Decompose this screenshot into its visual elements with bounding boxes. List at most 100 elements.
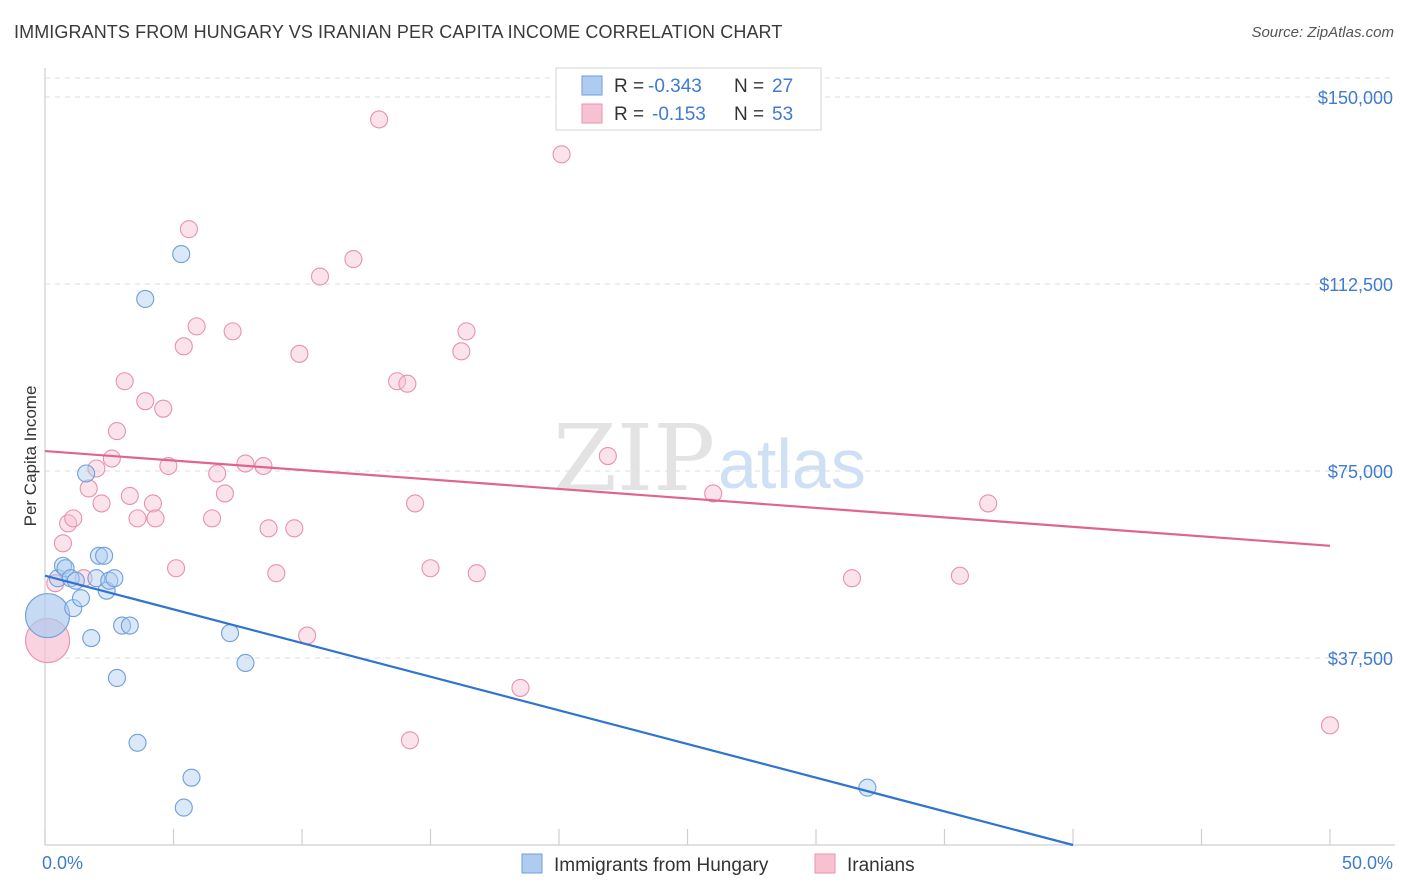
hungary-point-17 (113, 616, 132, 635)
hungary-point-21 (172, 245, 191, 264)
iranians-point-34 (310, 267, 330, 286)
iranians-point-32 (290, 344, 309, 363)
iranians-point-41 (421, 559, 440, 578)
iranians-point-22 (187, 317, 206, 336)
hungary-point-11 (89, 546, 109, 565)
legend-swatch-iranians (581, 103, 603, 124)
iranians-point-52 (1320, 716, 1340, 735)
iranians-point-10 (107, 422, 127, 441)
iranians-points (25, 110, 1340, 750)
iranians-trend-line (44, 449, 1331, 547)
iranians-point-15 (143, 494, 162, 513)
legend-n-label-iranians: N = (734, 104, 764, 125)
iranians-point-30 (267, 564, 286, 583)
iranians-point-24 (208, 464, 227, 483)
watermark-atlas: atlas (718, 425, 866, 503)
iranians-point-33 (298, 626, 317, 645)
iranians-point-2 (53, 534, 73, 553)
hungary-point-14 (100, 571, 119, 590)
chart-title: IMMIGRANTS FROM HUNGARY VS IRANIAN PER C… (14, 22, 783, 42)
iranians-point-44 (467, 564, 486, 583)
iranians-point-50 (950, 566, 969, 585)
hungary-point-15 (105, 569, 124, 588)
iranians-point-8 (92, 494, 111, 513)
legend-r-label-iranians: R = (614, 104, 644, 125)
hungary-point-23 (182, 768, 201, 787)
iranians-point-14 (136, 392, 155, 411)
y-tick-labels: $37,500 $75,000 $112,500 $150,000 (1318, 88, 1393, 669)
stats-legend: R = -0.343 N = 27 R = -0.153 N = 53 (555, 67, 822, 131)
y-tick-label-1: $75,000 (1328, 462, 1393, 482)
source-credit: Source: ZipAtlas.com (1251, 24, 1394, 41)
iranians-point-17 (154, 399, 173, 418)
iranians-point-39 (400, 731, 419, 750)
iranians-point-13 (128, 509, 147, 528)
hungary-point-8 (77, 464, 96, 483)
iranians-point-31 (285, 519, 304, 538)
legend-r-value-hungary: -0.343 (648, 76, 702, 97)
iranians-point-16 (146, 509, 165, 528)
y-tick-label-2: $112,500 (1319, 275, 1393, 295)
hungary-point-22 (174, 798, 193, 817)
iranians-point-48 (704, 484, 723, 503)
iranians-point-45 (511, 678, 530, 697)
hungary-point-9 (82, 629, 101, 648)
iranians-point-25 (215, 484, 234, 503)
legend-n-label-hungary: N = (734, 76, 764, 97)
hungary-point-3 (56, 559, 75, 578)
iranians-point-7 (87, 459, 106, 478)
iranians-point-26 (223, 322, 242, 341)
legend-swatch-hungary (581, 75, 603, 96)
axes (44, 68, 1395, 846)
watermark-zip: ZIP (553, 405, 715, 512)
hungary-point-18 (120, 616, 139, 635)
bottom-legend-swatch-hungary (521, 853, 543, 874)
y-axis-label: Per Capita Income (21, 386, 40, 527)
iranians-point-11 (115, 372, 134, 391)
iranians-point-35 (344, 250, 363, 269)
x-tick-labels: 0.0% 50.0% (42, 853, 1393, 873)
iranians-point-6 (79, 479, 98, 498)
iranians-point-20 (174, 337, 193, 356)
trend-lines (44, 449, 1331, 847)
iranians-point-29 (259, 519, 278, 538)
iranians-point-21 (179, 220, 198, 239)
iranians-point-46 (552, 145, 571, 164)
hungary-point-7 (71, 589, 91, 608)
iranians-point-4 (64, 509, 83, 528)
x-tick-label-0: 0.0% (42, 853, 83, 873)
hungary-point-12 (95, 546, 114, 565)
x-tick-label-1: 50.0% (1342, 853, 1393, 873)
hungary-point-24 (220, 624, 240, 643)
hungary-point-25 (236, 653, 255, 673)
hungary-points (25, 245, 877, 817)
hungary-point-6 (66, 571, 85, 590)
iranians-point-43 (457, 322, 476, 341)
iranians-point-42 (452, 342, 471, 361)
iranians-point-23 (203, 509, 222, 528)
iranians-point-38 (398, 374, 417, 393)
hungary-point-19 (128, 733, 147, 752)
iranians-point-3 (59, 514, 78, 533)
hungary-point-20 (136, 289, 155, 309)
hungary-trend-line (44, 574, 1074, 847)
legend-n-value-hungary: 27 (772, 76, 793, 97)
hungary-point-5 (64, 599, 83, 618)
iranians-point-9 (102, 449, 121, 468)
bottom-legend-label-hungary: Immigrants from Hungary (554, 855, 769, 876)
bottom-legend-label-iranians: Iranians (847, 855, 915, 876)
iranians-point-47 (598, 446, 617, 466)
iranians-point-40 (406, 494, 425, 513)
iranians-point-19 (167, 559, 186, 578)
iranians-point-12 (120, 486, 139, 505)
iranians-point-51 (979, 494, 998, 513)
legend-r-value-iranians: -0.153 (652, 104, 706, 125)
legend-n-value-iranians: 53 (772, 104, 793, 125)
series-legend: Immigrants from Hungary Iranians (521, 853, 915, 876)
iranians-point-49 (842, 569, 862, 588)
y-tick-label-0: $37,500 (1328, 649, 1393, 669)
iranians-point-36 (370, 110, 389, 129)
bottom-legend-swatch-iranians (814, 853, 836, 874)
legend-r-label-hungary: R = (614, 76, 644, 97)
hungary-point-16 (107, 668, 127, 687)
